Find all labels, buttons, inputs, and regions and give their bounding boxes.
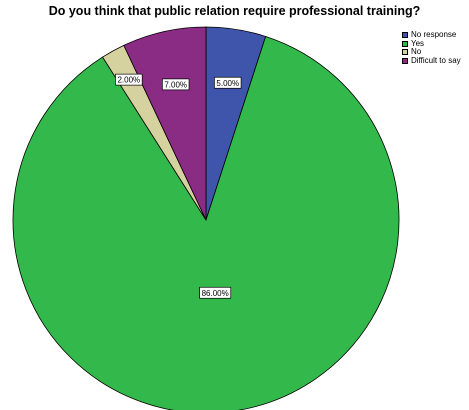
legend-label: No — [411, 47, 422, 56]
legend-swatch — [402, 57, 408, 64]
data-label-text: 7.00% — [164, 80, 187, 89]
legend-label: No response — [411, 30, 457, 39]
legend-label: Yes — [411, 38, 425, 48]
legend-swatch — [402, 49, 408, 56]
legend-swatch — [402, 32, 408, 39]
pie-slice-yes — [12, 35, 400, 410]
legend-item-no: No — [402, 47, 461, 57]
legend-item-yes: Yes — [402, 38, 461, 49]
data-label-box — [199, 286, 232, 299]
legend-label: Difficult to say — [411, 55, 461, 65]
data-label-text: 2.00% — [117, 76, 140, 85]
pie-slice-difficult-to-say — [123, 26, 207, 221]
pie-data-labels: 5.00% 86.00% 2.00% 7.00% — [115, 73, 242, 299]
data-label-box — [161, 78, 190, 91]
legend-item-no-response: No response — [402, 30, 461, 40]
data-label-no-response: 5.00% — [214, 76, 242, 89]
pie-slices — [12, 26, 400, 410]
chart-title: Do you think that public relation requir… — [48, 4, 421, 18]
data-label-no: 2.00% — [115, 73, 143, 86]
legend: No response Yes No Difficult to say — [402, 30, 461, 66]
legend-item-difficult-to-say: Difficult to say — [402, 55, 461, 66]
data-label-box — [115, 73, 143, 86]
data-label-difficult-to-say: 7.00% — [161, 78, 190, 91]
data-label-yes: 86.00% — [199, 286, 232, 299]
legend-swatch — [402, 40, 408, 47]
data-label-text: 86.00% — [202, 289, 229, 298]
data-label-text: 5.00% — [216, 79, 239, 88]
data-label-box — [214, 76, 242, 89]
